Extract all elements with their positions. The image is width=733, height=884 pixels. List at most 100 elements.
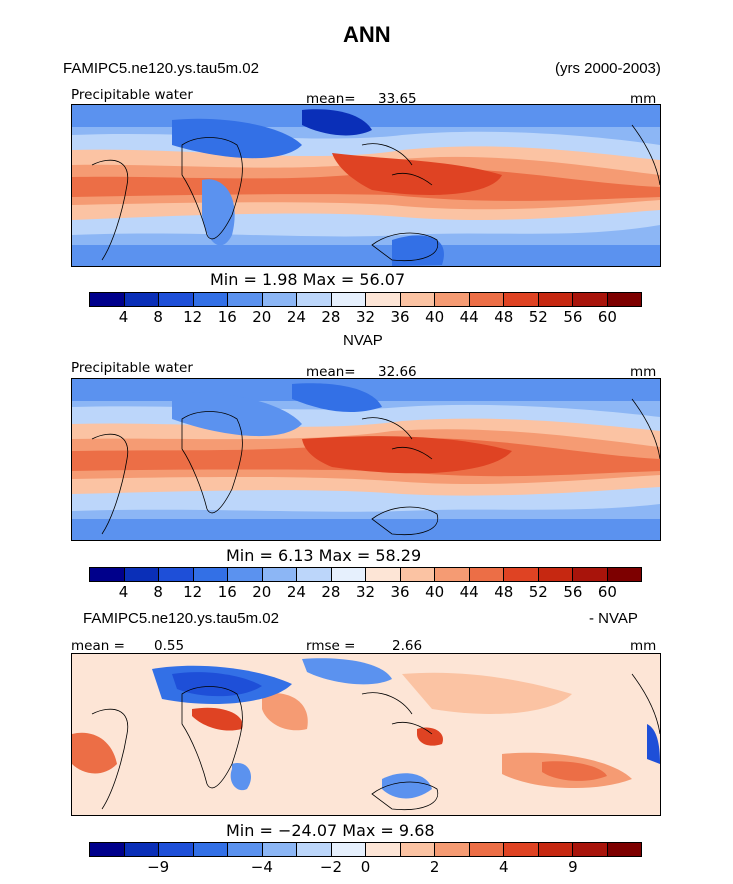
panel1-variable-label: Precipitable water xyxy=(71,87,193,103)
colorbar-swatch xyxy=(538,293,573,306)
colorbar-tick-label: 56 xyxy=(563,308,583,326)
colorbar-tick-label: 4 xyxy=(118,308,129,326)
colorbar-swatch xyxy=(193,293,228,306)
colorbar-swatch xyxy=(193,568,228,581)
colorbar-swatch xyxy=(573,843,608,856)
colorbar-tick-label: 0 xyxy=(360,858,371,876)
colorbar-tick-label: −4 xyxy=(250,858,273,876)
colorbar-tick-label: 48 xyxy=(494,308,514,326)
colorbar-swatch xyxy=(573,293,608,306)
colorbar-swatch xyxy=(607,293,641,306)
colorbar-swatch xyxy=(193,843,228,856)
colorbar-swatch xyxy=(262,568,297,581)
colorbar-tick-label: 20 xyxy=(252,308,272,326)
panel3-diff-label: - NVAP xyxy=(589,610,638,627)
panel3-mean-label: mean = xyxy=(71,638,125,654)
colorbar-swatch xyxy=(297,293,332,306)
colorbar-swatch xyxy=(331,293,366,306)
colorbar-swatch xyxy=(435,293,470,306)
colorbar-tick-label: −9 xyxy=(147,858,170,876)
colorbar-tick-label: 40 xyxy=(425,583,445,601)
panel2-minmax: Min = 6.13 Max = 58.29 xyxy=(226,546,422,565)
panel1-mean-value: 33.65 xyxy=(378,91,417,107)
page-title: ANN xyxy=(343,22,391,47)
colorbar-tick-label: 32 xyxy=(355,308,376,326)
colorbar-tick-label: 52 xyxy=(528,583,548,601)
panel3-minmax: Min = −24.07 Max = 9.68 xyxy=(226,821,435,840)
panel3-mean-value: 0.55 xyxy=(154,638,185,654)
colorbar-tick-label: 44 xyxy=(459,308,479,326)
colorbar-swatch xyxy=(366,843,401,856)
colorbar-swatch xyxy=(504,293,539,306)
panel2-mean-label: mean= xyxy=(306,364,356,380)
colorbar-swatch xyxy=(504,568,539,581)
colorbar-tick-label: 16 xyxy=(217,308,237,326)
colorbar-tick-label: 12 xyxy=(183,308,203,326)
colorbar-tick-label: 52 xyxy=(528,308,548,326)
colorbar-tick-label: 56 xyxy=(563,583,583,601)
panel2-case-name: NVAP xyxy=(343,332,383,349)
panel2-mean-value: 32.66 xyxy=(378,364,417,380)
colorbar-tick-label: 28 xyxy=(321,583,341,601)
colorbar-tick-label: 60 xyxy=(597,583,617,601)
panel2-variable-label: Precipitable water xyxy=(71,360,193,376)
panel3-rmse-label: rmse = xyxy=(306,638,356,654)
colorbar-tick-label: 28 xyxy=(321,308,341,326)
colorbar-tick-label: 9 xyxy=(568,858,578,876)
panel3-case-name: FAMIPC5.ne120.ys.tau5m.02 xyxy=(83,610,279,627)
colorbar-tick-label: 48 xyxy=(494,583,514,601)
panel1-units: mm xyxy=(630,91,657,107)
colorbar-swatch xyxy=(262,843,297,856)
colorbar-swatch xyxy=(469,293,504,306)
colorbar-tick-label: 16 xyxy=(217,583,237,601)
colorbar-tick-label: 32 xyxy=(355,583,376,601)
panel1-map xyxy=(71,104,661,267)
colorbar-swatch xyxy=(159,843,194,856)
panel3-rmse-value: 2.66 xyxy=(392,638,423,654)
colorbar-swatch xyxy=(400,293,435,306)
colorbar-swatch xyxy=(573,568,608,581)
colorbar-tick-label: 20 xyxy=(252,583,272,601)
colorbar-swatch xyxy=(124,568,159,581)
colorbar-swatch xyxy=(366,568,401,581)
colorbar-swatch xyxy=(435,843,470,856)
colorbar-swatch xyxy=(607,568,641,581)
colorbar-swatch xyxy=(297,843,332,856)
colorbar-swatch xyxy=(90,568,125,581)
panel1-minmax: Min = 1.98 Max = 56.07 xyxy=(210,270,406,289)
colorbar-tick-label: 36 xyxy=(390,583,410,601)
panel2-colorbar xyxy=(89,567,642,582)
colorbar-tick-label: 44 xyxy=(459,583,479,601)
panel3-units: mm xyxy=(630,638,657,654)
colorbar-swatch xyxy=(400,568,435,581)
colorbar-swatch xyxy=(504,843,539,856)
colorbar-tick-label: 12 xyxy=(183,583,203,601)
colorbar-swatch xyxy=(538,843,573,856)
panel1-years: (yrs 2000-2003) xyxy=(555,60,661,77)
colorbar-swatch xyxy=(538,568,573,581)
colorbar-swatch xyxy=(331,568,366,581)
colorbar-swatch xyxy=(228,293,263,306)
colorbar-swatch xyxy=(90,293,125,306)
colorbar-swatch xyxy=(366,293,401,306)
colorbar-swatch xyxy=(124,293,159,306)
panel1-case-name: FAMIPC5.ne120.ys.tau5m.02 xyxy=(63,60,259,77)
colorbar-tick-label: 36 xyxy=(390,308,410,326)
panel2-map xyxy=(71,378,661,541)
panel2-units: mm xyxy=(630,364,657,380)
colorbar-swatch xyxy=(262,293,297,306)
colorbar-tick-label: 24 xyxy=(286,583,306,601)
colorbar-tick-label: 4 xyxy=(498,858,509,876)
colorbar-swatch xyxy=(435,568,470,581)
colorbar-swatch xyxy=(228,843,263,856)
colorbar-swatch xyxy=(90,843,125,856)
colorbar-tick-label: 60 xyxy=(597,308,617,326)
panel1-colorbar xyxy=(89,292,642,307)
colorbar-tick-label: 8 xyxy=(153,583,163,601)
panel1-mean-label: mean= xyxy=(306,91,356,107)
colorbar-tick-label: 2 xyxy=(429,858,440,876)
colorbar-swatch xyxy=(400,843,435,856)
colorbar-swatch xyxy=(159,293,194,306)
colorbar-swatch xyxy=(331,843,366,856)
colorbar-tick-label: 8 xyxy=(153,308,163,326)
